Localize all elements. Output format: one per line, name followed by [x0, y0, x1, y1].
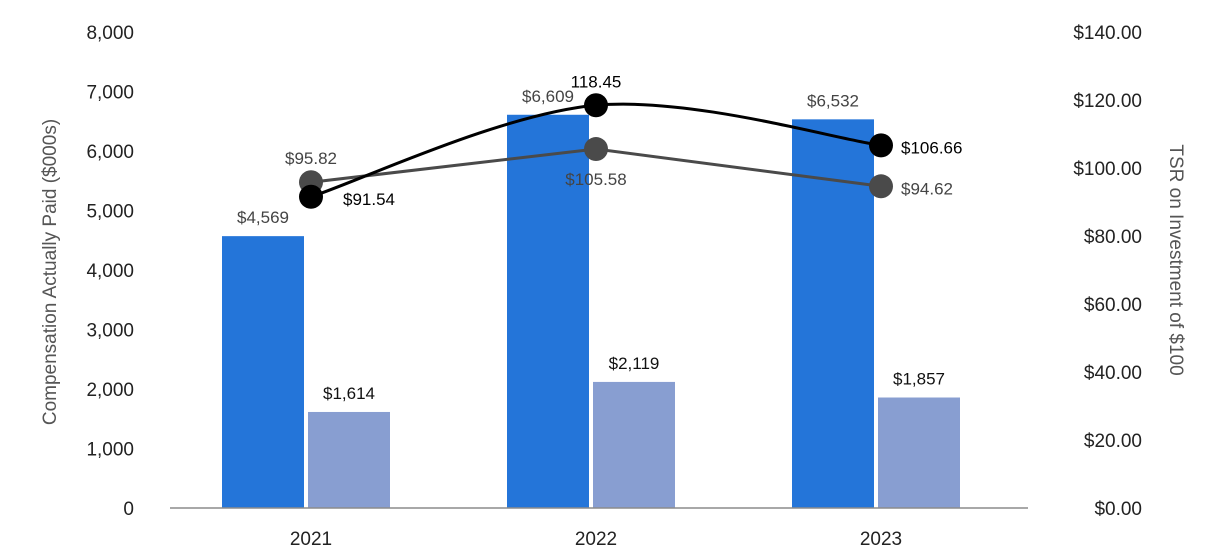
tsr-point-series-1-2022 — [584, 93, 608, 118]
tsr-data-label: $95.82 — [285, 149, 337, 168]
bar-series-2-2021 — [308, 411, 390, 508]
y-axis-left-title: Compensation Actually Paid ($000s) — [40, 119, 61, 425]
tsr-point-series-2-2023 — [869, 174, 893, 199]
y-right-tick-label: $120.00 — [1073, 91, 1142, 112]
bar-data-label: $2,119 — [609, 354, 660, 373]
tsr-data-label: $106.66 — [901, 138, 962, 157]
x-category-label: 2022 — [575, 529, 617, 550]
tsr-data-label: 118.45 — [571, 72, 622, 91]
data-labels: $4,569 $6,609 $6,532 $1,614 $2,119 $1,857 $91.… — [237, 72, 962, 403]
right-axis-ticks: $0.00 $20.00 $40.00 $60.00 $80.00 $100.00 $120… — [1073, 23, 1142, 520]
bar-series-1-2021 — [222, 236, 304, 508]
x-category-label: 2023 — [860, 529, 902, 550]
category-labels: 2021 2022 2023 — [290, 529, 902, 550]
bar-series-2-2022 — [593, 381, 675, 508]
tsr-data-label: $91.54 — [343, 190, 395, 209]
y-left-tick-label: 7,000 — [86, 83, 134, 104]
y-left-tick-label: 3,000 — [86, 321, 134, 342]
bar-series-2-2023 — [878, 397, 960, 508]
y-left-tick-label: 8,000 — [86, 23, 134, 44]
y-right-tick-label: $100.00 — [1073, 159, 1142, 180]
tsr-point-series-1-2021 — [299, 184, 323, 209]
y-axis-right-title: TSR on Investment of $100 — [1165, 144, 1186, 375]
y-right-tick-label: $140.00 — [1073, 23, 1142, 44]
y-right-tick-label: $60.00 — [1084, 295, 1142, 316]
y-left-tick-label: 0 — [123, 499, 134, 520]
y-right-tick-label: $80.00 — [1084, 227, 1142, 248]
y-right-tick-label: $40.00 — [1084, 363, 1142, 384]
bars — [222, 114, 960, 509]
tsr-data-label: $94.62 — [901, 179, 953, 198]
y-left-tick-label: 5,000 — [86, 202, 134, 223]
left-axis-ticks: 0 1,000 2,000 3,000 4,000 5,000 6,000 7,000 8,00… — [86, 23, 134, 520]
y-left-tick-label: 2,000 — [86, 380, 134, 401]
tsr-data-label: $105.58 — [565, 170, 626, 189]
tsr-point-series-1-2023 — [869, 133, 893, 158]
bar-data-label: $6,609 — [522, 87, 574, 106]
y-right-tick-label: $20.00 — [1084, 431, 1142, 452]
y-left-tick-label: 6,000 — [86, 142, 134, 163]
tsr-lines — [299, 93, 893, 209]
tsr-point-series-2-2022 — [584, 137, 608, 162]
bar-series-1-2022 — [507, 114, 589, 509]
x-category-label: 2021 — [290, 529, 332, 550]
y-left-tick-label: 4,000 — [86, 261, 134, 282]
y-right-tick-label: $0.00 — [1094, 499, 1142, 520]
y-left-tick-label: 1,000 — [86, 440, 134, 461]
bar-data-label: $1,857 — [893, 370, 945, 389]
bar-data-label: $4,569 — [237, 208, 289, 227]
bar-data-label: $6,532 — [807, 91, 859, 110]
bar-data-label: $1,614 — [323, 384, 375, 403]
